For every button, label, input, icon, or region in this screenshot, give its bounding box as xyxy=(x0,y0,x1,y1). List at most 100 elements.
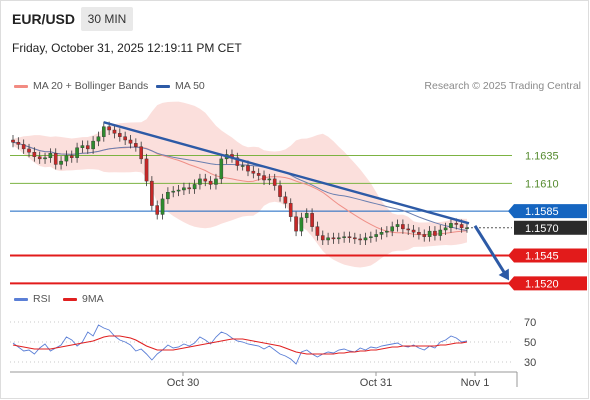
header-bar: EUR/USD 30 MIN xyxy=(0,0,590,36)
candle-body xyxy=(37,156,42,160)
candle-body xyxy=(336,237,341,240)
candle-body xyxy=(187,187,192,190)
candle-body xyxy=(331,237,336,240)
candle-body xyxy=(267,178,272,181)
timeframe-badge[interactable]: 30 MIN xyxy=(81,7,133,31)
candle-body xyxy=(443,227,448,231)
candle-body xyxy=(438,229,443,236)
support-tag xyxy=(508,276,587,291)
candle-body xyxy=(32,152,37,157)
pivot-tag xyxy=(508,204,587,219)
candle-body xyxy=(315,226,320,236)
candle-body xyxy=(192,184,197,190)
rsi-swatch xyxy=(14,297,28,301)
trendline xyxy=(103,121,470,225)
candle-body xyxy=(198,178,202,185)
candle-body xyxy=(85,145,90,150)
x-tick-label: Oct 30 xyxy=(167,377,199,389)
candle-body xyxy=(459,224,464,228)
candle-body xyxy=(411,229,416,233)
last-price-label: 1.1570 xyxy=(525,223,559,235)
candle-body xyxy=(134,143,138,147)
candle-body xyxy=(374,234,378,237)
candle-body xyxy=(320,235,325,241)
candle-body xyxy=(107,126,111,131)
ma20-legend: MA 20 + Bollinger Bands xyxy=(14,80,148,92)
candle-body xyxy=(166,192,170,200)
resistance-label: 1.1610 xyxy=(525,178,559,190)
candle-body xyxy=(171,190,176,193)
candle-body xyxy=(96,136,101,142)
resistance-label: 1.1635 xyxy=(525,151,559,163)
candle-body xyxy=(433,230,437,236)
candle-body xyxy=(59,160,63,165)
x-tick-label: Oct 31 xyxy=(360,377,392,389)
candle-body xyxy=(214,178,218,185)
candle-body xyxy=(406,228,411,231)
candle-body xyxy=(155,205,160,215)
candle-body xyxy=(385,230,389,233)
candle-body xyxy=(299,217,304,232)
candle-body xyxy=(347,236,352,238)
rsi-ma9-line xyxy=(12,335,468,355)
ma50-legend: MA 50 xyxy=(156,80,205,92)
rsi-tick-label: 50 xyxy=(524,337,536,349)
candle-body xyxy=(69,155,74,158)
ma50-swatch xyxy=(156,84,170,88)
candle-body xyxy=(240,165,245,167)
x-tick-label: Nov 1 xyxy=(461,377,490,389)
ma9-legend: 9MA xyxy=(63,293,104,305)
pivot-label: 1.1585 xyxy=(525,206,559,218)
candle-body xyxy=(123,136,127,141)
candle-body xyxy=(449,223,453,228)
candle-body xyxy=(272,178,277,186)
candle-body xyxy=(304,213,309,218)
candle-body xyxy=(256,173,261,176)
candle-body xyxy=(80,145,85,148)
candle-body xyxy=(283,196,288,204)
candle-body xyxy=(182,187,186,191)
candle-body xyxy=(75,147,79,158)
candle-body xyxy=(422,234,427,237)
ma9-swatch xyxy=(63,297,77,301)
candle-body xyxy=(246,165,250,172)
candle-body xyxy=(369,236,373,238)
candle-body xyxy=(401,224,405,230)
candle-body xyxy=(288,203,293,217)
rsi-legend-label: RSI xyxy=(33,293,51,305)
last-price-tag xyxy=(514,220,587,235)
rsi-tick-label: 30 xyxy=(524,357,536,369)
ma9-legend-label: 9MA xyxy=(82,293,104,305)
candle-body xyxy=(21,144,26,150)
candle-body xyxy=(43,157,47,160)
support-label: 1.1545 xyxy=(525,251,559,263)
candle-body xyxy=(112,129,117,134)
candle-body xyxy=(11,139,15,143)
ma20-swatch xyxy=(14,84,28,88)
candle-body xyxy=(53,153,58,165)
candle-body xyxy=(64,155,69,162)
candle-body xyxy=(262,175,266,181)
candle-body xyxy=(454,223,459,225)
candle-body xyxy=(144,158,149,182)
rsi-tick-label: 70 xyxy=(524,317,536,329)
candle-body xyxy=(235,157,240,166)
credit-label: Research © 2025 Trading Central xyxy=(424,80,581,92)
candle-body xyxy=(395,224,400,227)
candle-body xyxy=(219,158,224,180)
candle-body xyxy=(101,126,106,137)
candle-body xyxy=(326,237,330,241)
datetime-label: Friday, October 31, 2025 12:19:11 PM CET xyxy=(12,41,242,55)
candle-body xyxy=(358,238,362,241)
candle-body xyxy=(353,237,357,240)
candle-body xyxy=(203,178,208,182)
candle-body xyxy=(91,140,95,150)
candle-body xyxy=(139,146,143,160)
symbol-title: EUR/USD xyxy=(12,11,76,27)
rsi-legend: RSI xyxy=(14,293,51,305)
candle-body xyxy=(208,180,213,185)
candle-body xyxy=(294,216,298,232)
candle-body xyxy=(379,232,384,235)
candle-body xyxy=(48,153,53,158)
